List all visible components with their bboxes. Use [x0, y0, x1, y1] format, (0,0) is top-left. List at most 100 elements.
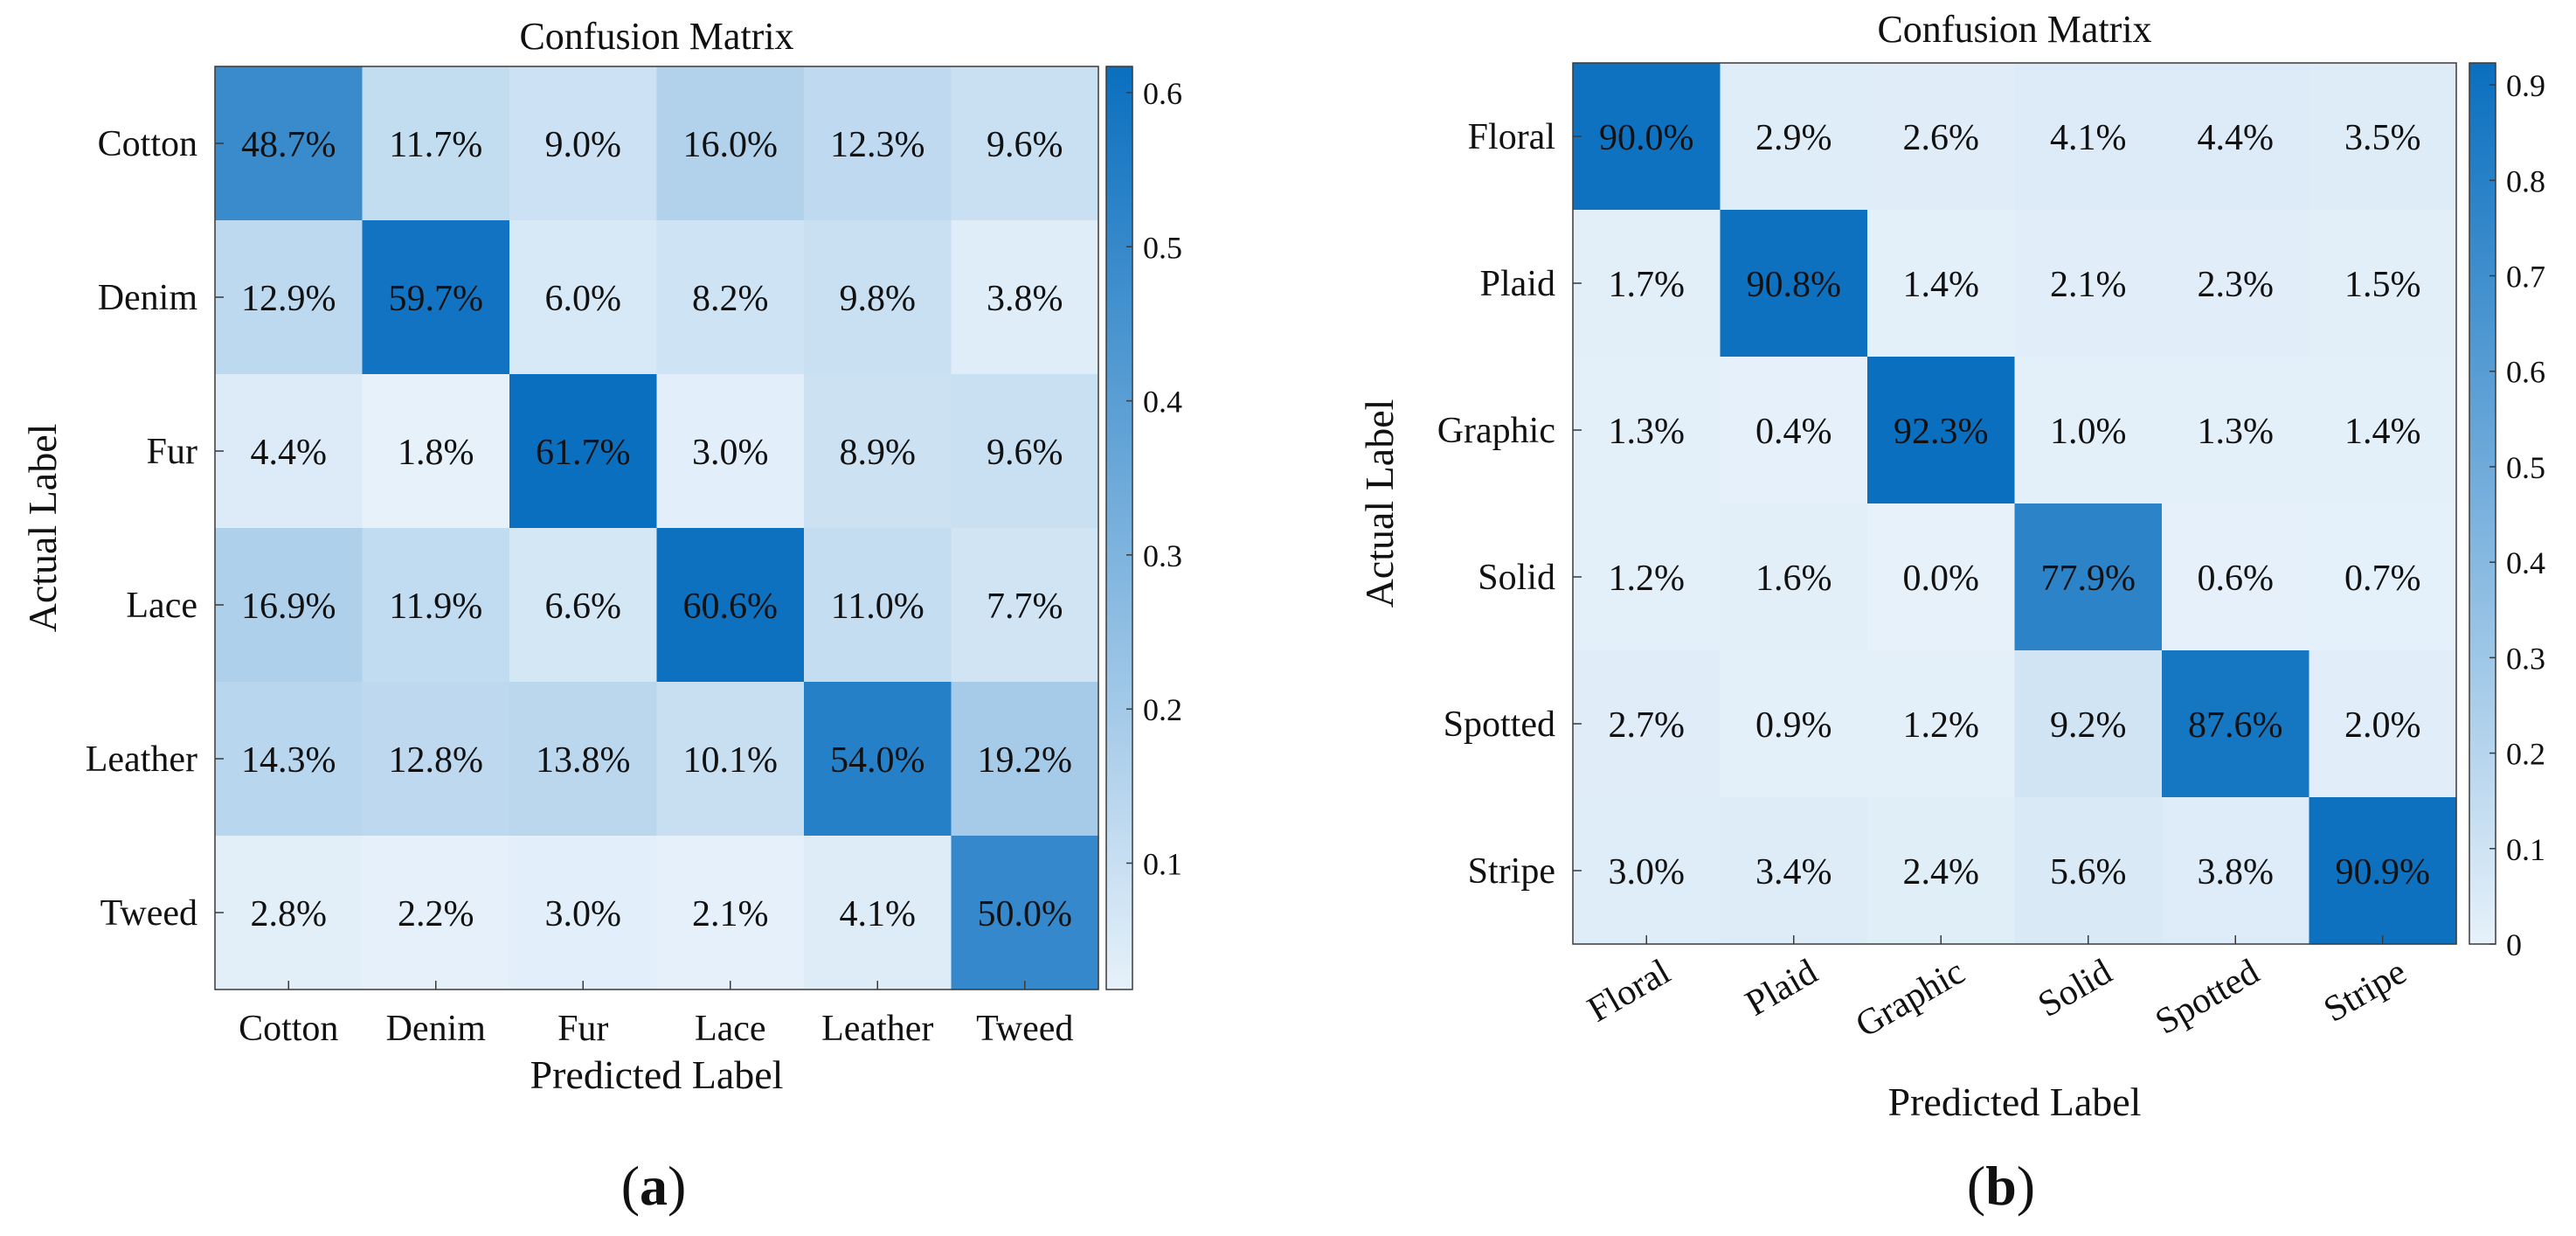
heatmap-cell	[2014, 63, 2163, 211]
y-tick-label: Denim	[98, 278, 198, 318]
cell-value-label: 1.2%	[1903, 705, 1980, 746]
y-tick-label: Spotted	[1444, 705, 1555, 745]
cell-value-label: 16.0%	[683, 125, 779, 165]
cell-value-label: 16.9%	[241, 587, 336, 627]
chart-title: Confusion Matrix	[519, 15, 793, 58]
x-tick-label: Leather	[821, 1009, 933, 1049]
y-axis-label: Actual Label	[20, 424, 65, 633]
colorbar-tick-label: 0.4	[2506, 545, 2545, 580]
heatmap-cell	[951, 374, 1099, 529]
heatmap-cell	[1720, 210, 1868, 358]
heatmap-cell	[2162, 650, 2310, 798]
matrix-frame	[1572, 62, 2457, 945]
heatmap-cell	[1573, 503, 1721, 651]
heatmap-cell	[1573, 210, 1721, 358]
cell-value-label: 1.3%	[1609, 412, 1686, 452]
heatmap-cell	[1720, 503, 1868, 651]
heatmap-cell	[2162, 797, 2310, 945]
heatmap-cell	[1720, 650, 1868, 798]
cell-value-label: 8.2%	[692, 279, 769, 319]
cell-value-label: 2.2%	[398, 894, 474, 934]
colorbar-tick-label: 0.6	[1143, 76, 1182, 111]
colorbar-tick-label: 0.2	[1143, 692, 1182, 727]
cell-value-label: 11.7%	[389, 125, 482, 165]
heatmap-cell	[215, 220, 364, 375]
heatmap-cell	[951, 836, 1099, 990]
colorbar-tick-label: 0.1	[1143, 846, 1182, 881]
cell-value-label: 2.6%	[1903, 118, 1980, 158]
heatmap-cell	[2014, 357, 2163, 504]
heatmap-cell	[1867, 503, 2016, 651]
x-tick-label: Lace	[695, 1009, 766, 1049]
cell-value-label: 2.3%	[2198, 265, 2275, 305]
panel-label: (a)	[621, 1155, 687, 1217]
x-tick-label: Tweed	[976, 1009, 1073, 1049]
heatmap-cell	[2162, 63, 2310, 211]
heatmap-cell	[509, 374, 658, 529]
cell-value-label: 0.9%	[1755, 705, 1832, 746]
heatmap-cell	[1720, 797, 1868, 945]
y-tick-label: Floral	[1468, 117, 1555, 157]
heatmap-cell	[951, 66, 1099, 221]
x-tick-label: Solid	[2032, 952, 2119, 1025]
y-tick-label: Plaid	[1480, 264, 1555, 304]
y-tick-label: Fur	[147, 432, 197, 472]
cell-value-label: 9.8%	[840, 279, 917, 319]
heatmap-cell	[1867, 63, 2016, 211]
cell-value-label: 2.8%	[251, 894, 328, 934]
cell-value-label: 87.6%	[2188, 705, 2283, 746]
heatmap-cell	[2162, 503, 2310, 651]
heatmap-cell	[362, 66, 510, 221]
x-tick-label: Plaid	[1739, 952, 1825, 1024]
cell-value-label: 2.0%	[2344, 705, 2421, 746]
cell-value-label: 2.7%	[1609, 705, 1686, 746]
heatmap-cell	[362, 836, 510, 990]
cell-value-label: 6.6%	[545, 587, 622, 627]
heatmap-cell	[951, 220, 1099, 375]
heatmap-cell	[2309, 63, 2457, 211]
heatmap-cell	[2162, 210, 2310, 358]
cell-value-label: 11.9%	[389, 587, 482, 627]
cell-value-label: 5.6%	[2050, 852, 2127, 892]
y-axis-label: Actual Label	[1357, 399, 1402, 608]
y-tick-label: Stripe	[1468, 851, 1555, 892]
heatmap-cell	[362, 528, 510, 683]
cell-value-label: 0.7%	[2344, 559, 2421, 599]
heatmap-cell	[215, 374, 364, 529]
heatmap-cell	[1867, 797, 2016, 945]
cell-value-label: 59.7%	[389, 279, 484, 319]
colorbar-tick-label: 0.5	[1143, 230, 1182, 265]
x-tick-label: Floral	[1581, 952, 1677, 1031]
cell-value-label: 3.0%	[692, 433, 769, 473]
colorbar-tick-label: 0.4	[1143, 385, 1182, 420]
cell-value-label: 12.9%	[241, 279, 336, 319]
matrix-frame	[214, 66, 1099, 990]
cell-value-label: 2.1%	[692, 894, 769, 934]
cell-value-label: 77.9%	[2041, 559, 2136, 599]
heatmap-cell	[1867, 210, 2016, 358]
cell-value-label: 3.8%	[987, 279, 1063, 319]
cell-value-label: 4.4%	[251, 433, 328, 473]
cell-value-label: 48.7%	[241, 125, 336, 165]
heatmap-cell	[215, 682, 364, 837]
cell-value-label: 1.4%	[1903, 265, 1980, 305]
colorbar	[1105, 66, 1133, 990]
heatmap-cell	[1573, 63, 1721, 211]
heatmap-cell	[804, 66, 952, 221]
cell-value-label: 11.0%	[831, 587, 924, 627]
cell-value-label: 8.9%	[840, 433, 917, 473]
heatmap-cell	[1867, 357, 2016, 504]
cell-value-label: 1.3%	[2198, 412, 2275, 452]
cell-value-label: 3.4%	[1755, 852, 1832, 892]
cell-value-label: 1.0%	[2050, 412, 2127, 452]
confusion-matrix-panel-a: Confusion Matrix 48.7% 11.7% 9.0% 16.0% 12.3%…	[20, 15, 1182, 1217]
cell-value-label: 4.1%	[840, 894, 917, 934]
confusion-matrix-panel-b: Confusion Matrix 90.0% 2.9% 2.6% 4.1% 4.4% 3.5…	[1357, 8, 2545, 1217]
heatmap-cell	[656, 220, 805, 375]
heatmap-cell	[656, 374, 805, 529]
colorbar-tick-label: 0.2	[2506, 737, 2545, 772]
heatmap-cell	[2014, 210, 2163, 358]
heatmap-cell	[656, 836, 805, 990]
x-tick-label: Graphic	[1849, 952, 1971, 1045]
cell-value-label: 14.3%	[241, 740, 336, 781]
